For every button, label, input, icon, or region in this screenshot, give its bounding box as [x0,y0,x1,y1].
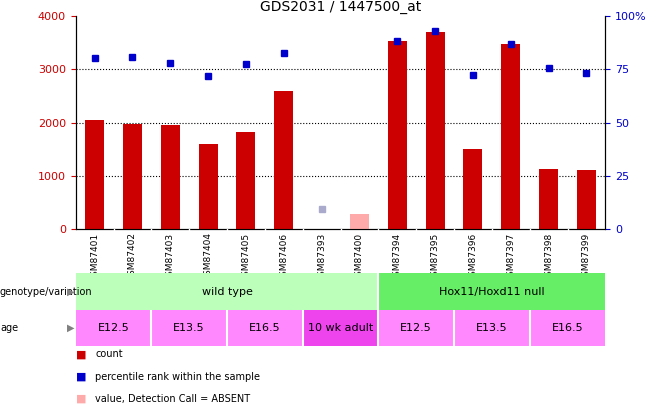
Text: E16.5: E16.5 [249,323,281,333]
Text: E13.5: E13.5 [173,323,205,333]
Bar [76,273,378,310]
Bar [199,144,218,229]
Bar [350,214,369,229]
Bar [378,273,605,310]
Text: age: age [0,323,18,333]
Text: GSM87405: GSM87405 [241,232,251,281]
Text: GSM87397: GSM87397 [506,232,515,281]
Bar [577,171,596,229]
Text: GSM87393: GSM87393 [317,232,326,281]
Bar [463,149,482,229]
Text: GSM87399: GSM87399 [582,232,591,281]
Bar [274,91,293,229]
Text: GSM87398: GSM87398 [544,232,553,281]
Bar [85,120,104,229]
Text: E13.5: E13.5 [476,323,508,333]
Text: E12.5: E12.5 [400,323,432,333]
Text: GSM87401: GSM87401 [90,232,99,281]
Bar [227,310,303,346]
Text: GSM87400: GSM87400 [355,232,364,281]
Text: percentile rank within the sample: percentile rank within the sample [95,372,261,382]
Text: GSM87396: GSM87396 [468,232,478,281]
Text: GSM87403: GSM87403 [166,232,175,281]
Text: genotype/variation: genotype/variation [0,287,93,296]
Text: wild type: wild type [201,287,253,296]
Bar [151,310,227,346]
Text: value, Detection Call = ABSENT: value, Detection Call = ABSENT [95,394,251,404]
Bar [303,310,378,346]
Text: ■: ■ [76,394,86,404]
Bar [236,132,255,229]
Bar [378,310,454,346]
Text: ■: ■ [76,350,86,359]
Text: ▶: ▶ [66,323,74,333]
Text: count: count [95,350,123,359]
Bar [388,41,407,229]
Text: GSM87394: GSM87394 [393,232,402,281]
Text: GSM87406: GSM87406 [279,232,288,281]
Bar [454,310,530,346]
Text: GSM87402: GSM87402 [128,232,137,281]
Text: ■: ■ [76,372,86,382]
Bar [426,32,445,229]
Bar [123,124,142,229]
Bar [530,310,605,346]
Text: E12.5: E12.5 [97,323,130,333]
Text: Hox11/Hoxd11 null: Hox11/Hoxd11 null [439,287,545,296]
Bar [539,169,558,229]
Text: GSM87404: GSM87404 [203,232,213,281]
Text: E16.5: E16.5 [551,323,584,333]
Bar [76,310,151,346]
Title: GDS2031 / 1447500_at: GDS2031 / 1447500_at [260,0,421,14]
Text: ▶: ▶ [66,287,74,296]
Text: 10 wk adult: 10 wk adult [308,323,373,333]
Bar [501,44,520,229]
Bar [161,125,180,229]
Text: GSM87395: GSM87395 [430,232,440,281]
